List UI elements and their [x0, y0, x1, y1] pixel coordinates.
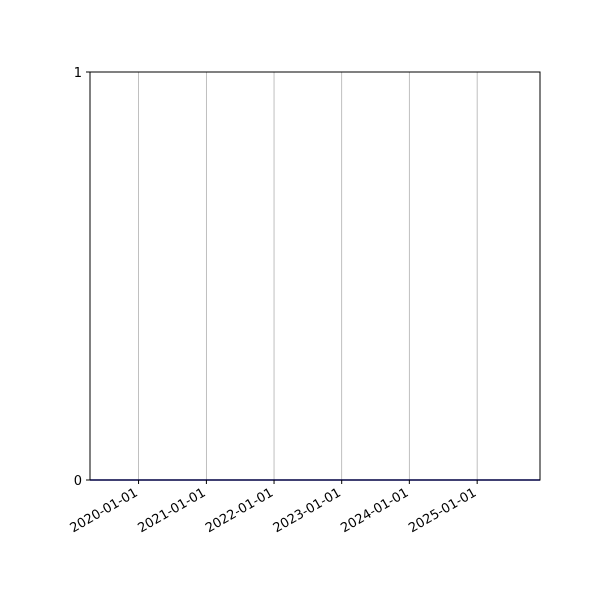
y-tick-label: 1 [74, 66, 82, 81]
x-tick-label: 2023-01-01 [271, 485, 344, 536]
y-tick-label: 0 [74, 474, 82, 489]
plot-frame [89, 71, 541, 481]
x-tick-label: 2021-01-01 [135, 485, 208, 536]
x-tick-label: 2020-01-01 [68, 485, 141, 536]
x-tick-label: 2022-01-01 [203, 485, 276, 536]
x-tick-label: 2025-01-01 [406, 485, 479, 536]
x-tick-label: 2024-01-01 [338, 485, 411, 536]
